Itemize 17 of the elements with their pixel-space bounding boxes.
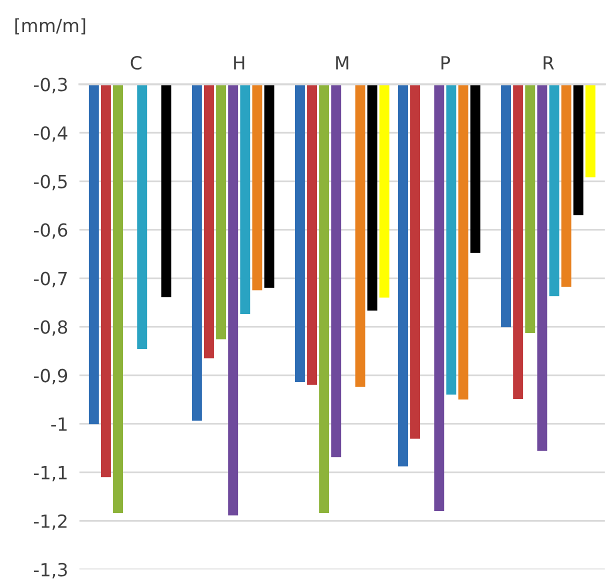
y-axis-title: [mm/m] (15, 18, 86, 34)
y-tick-label: -1,1 (34, 466, 67, 482)
y-tick-label: -1,2 (34, 514, 67, 530)
y-tick-label: -0,5 (34, 174, 67, 190)
x-tick-label: P (442, 56, 450, 70)
x-tick-label: H (234, 56, 244, 70)
x-tick-label: C (130, 56, 142, 70)
y-tick-label: -0,9 (34, 368, 68, 384)
y-tick-label: -0,3 (34, 78, 67, 94)
x-tick-label: M (336, 56, 348, 70)
y-tick-label: -1 (51, 418, 67, 431)
y-tick-label: -1,3 (34, 562, 67, 578)
y-tick-label: -0,7 (34, 272, 67, 288)
x-tick-label: R (544, 56, 554, 70)
y-tick-label: -0,8 (34, 320, 68, 336)
y-tick-label: -0,4 (34, 126, 68, 142)
y-tick-label: -0,6 (34, 223, 68, 239)
